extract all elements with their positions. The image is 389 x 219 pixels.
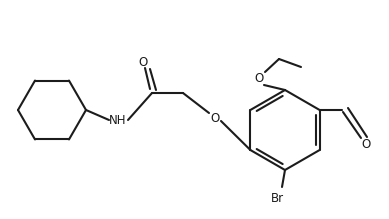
Text: O: O [138,57,147,69]
Text: O: O [254,72,264,85]
Text: NH: NH [109,113,127,127]
Text: Br: Br [270,193,284,205]
Text: O: O [210,111,220,124]
Text: O: O [361,138,371,152]
